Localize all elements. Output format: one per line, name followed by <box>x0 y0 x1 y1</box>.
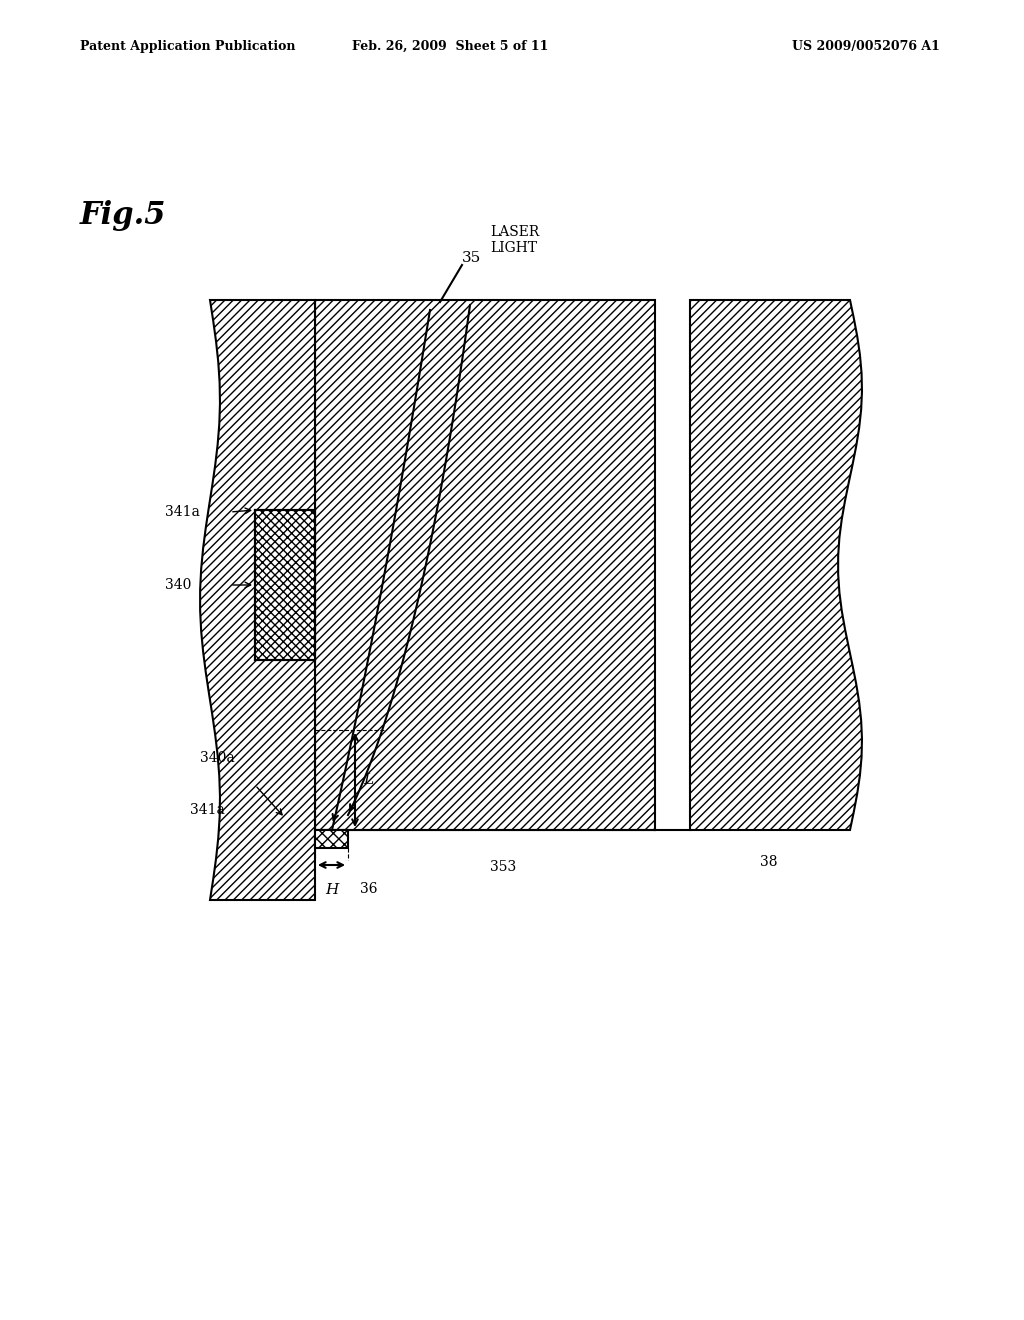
Bar <box>255 510 315 660</box>
Text: 38: 38 <box>760 855 777 869</box>
Text: LASER
LIGHT: LASER LIGHT <box>490 224 540 255</box>
Text: 340: 340 <box>165 578 191 591</box>
Text: L: L <box>362 774 373 787</box>
Text: Feb. 26, 2009  Sheet 5 of 11: Feb. 26, 2009 Sheet 5 of 11 <box>352 40 548 53</box>
Polygon shape <box>690 300 862 830</box>
Text: H: H <box>325 883 338 898</box>
Text: Fig.5: Fig.5 <box>80 201 167 231</box>
Text: 341a: 341a <box>165 506 200 519</box>
Text: US 2009/0052076 A1: US 2009/0052076 A1 <box>793 40 940 53</box>
Text: 35: 35 <box>462 251 481 265</box>
Text: 341a: 341a <box>190 803 225 817</box>
Bar <box>315 830 348 847</box>
Polygon shape <box>200 300 315 900</box>
Bar <box>255 510 315 660</box>
Bar <box>315 300 655 830</box>
Text: Patent Application Publication: Patent Application Publication <box>80 40 296 53</box>
Text: 36: 36 <box>360 882 378 896</box>
Text: 353: 353 <box>490 861 516 874</box>
Bar <box>315 300 655 830</box>
Text: 340a: 340a <box>200 751 234 766</box>
Bar <box>315 830 348 847</box>
